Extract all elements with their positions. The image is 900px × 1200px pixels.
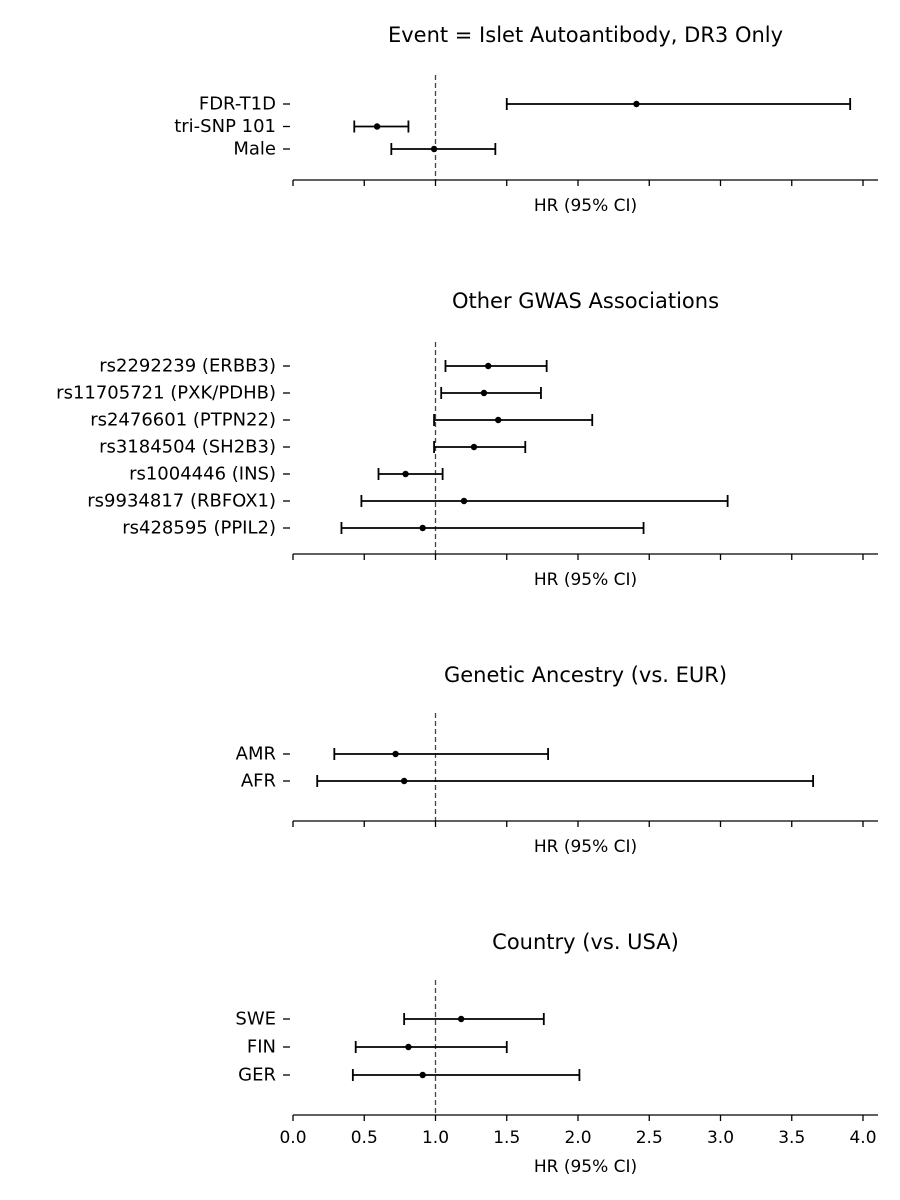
forest-row: rs2476601 (PTPN22) xyxy=(90,410,594,431)
x-tick-label: 4.0 xyxy=(849,1128,876,1148)
forest-row: rs11705721 (PXK/PDHB) xyxy=(56,383,542,404)
hr-point xyxy=(400,777,408,785)
row-label: rs9934817 (RBFOX1) xyxy=(87,491,276,512)
row-label: AFR xyxy=(241,771,276,792)
x-tick-label: 1.5 xyxy=(493,1128,520,1148)
panel-title: Other GWAS Associations xyxy=(452,289,719,313)
panel-title: Genetic Ancestry (vs. EUR) xyxy=(444,663,727,687)
hr-point xyxy=(419,1071,426,1079)
x-tick-label: 1.0 xyxy=(422,1128,449,1148)
forest-panel: Genetic Ancestry (vs. EUR) AMR AFR HR (95% … xyxy=(236,663,878,857)
x-axis-label: HR (95% CI) xyxy=(534,837,637,857)
x-tick-label: 3.0 xyxy=(707,1128,734,1148)
row-label: SWE xyxy=(235,1009,276,1030)
forest-row: tri-SNP 101 xyxy=(174,116,410,137)
hr-point xyxy=(419,524,426,532)
forest-panel: Event = Islet Autoantibody, DR3 Only FDR-… xyxy=(174,23,878,216)
hr-point xyxy=(392,750,399,758)
row-label: tri-SNP 101 xyxy=(174,116,276,137)
row-label: rs428595 (PPIL2) xyxy=(122,518,276,539)
hr-point xyxy=(633,100,640,108)
row-label: Male xyxy=(233,139,276,160)
hr-point xyxy=(485,362,492,370)
forest-row: FDR-T1D xyxy=(199,94,852,115)
row-label: rs2292239 (ERBB3) xyxy=(99,356,276,377)
forest-panel: Other GWAS Associations rs2292239 (ERBB3)… xyxy=(56,289,878,590)
forest-row: rs428595 (PPIL2) xyxy=(122,518,645,539)
hr-point xyxy=(470,443,478,451)
hr-point xyxy=(430,145,438,153)
x-axis-label: HR (95% CI) xyxy=(534,196,637,216)
hr-point xyxy=(405,1043,412,1051)
forest-row: SWE xyxy=(235,1009,545,1030)
forest-row: rs3184504 (SH2B3) xyxy=(99,437,527,458)
hr-point xyxy=(457,1015,465,1023)
x-tick-label: 3.5 xyxy=(778,1128,805,1148)
forest-row: GER xyxy=(238,1065,581,1086)
row-label: rs11705721 (PXK/PDHB) xyxy=(56,383,276,404)
x-tick-label: 0.0 xyxy=(279,1128,306,1148)
forest-panel: Country (vs. USA) SWE FIN GER 0.0 0.5 1.0 1.5 2.… xyxy=(235,930,878,1177)
row-label: rs2476601 (PTPN22) xyxy=(90,410,276,431)
row-label: AMR xyxy=(236,744,276,765)
forest-row: FIN xyxy=(247,1037,508,1058)
hr-point xyxy=(460,497,468,505)
row-label: FDR-T1D xyxy=(199,94,276,115)
x-tick-label: 2.5 xyxy=(636,1128,663,1148)
row-label: rs1004446 (INS) xyxy=(129,464,276,485)
row-label: FIN xyxy=(247,1037,276,1058)
forest-row: AMR xyxy=(236,744,549,765)
x-tick-label: 0.5 xyxy=(351,1128,378,1148)
forest-row: Male xyxy=(233,139,497,160)
forest-row: rs2292239 (ERBB3) xyxy=(99,356,548,377)
x-tick-label: 2.0 xyxy=(564,1128,591,1148)
forest-row: rs9934817 (RBFOX1) xyxy=(87,491,729,512)
forest-row: rs1004446 (INS) xyxy=(129,464,444,485)
hr-point xyxy=(495,416,502,424)
hr-point xyxy=(373,123,381,130)
forest-row: AFR xyxy=(241,771,815,792)
hr-point xyxy=(402,470,409,478)
row-label: rs3184504 (SH2B3) xyxy=(99,437,276,458)
x-axis-label: HR (95% CI) xyxy=(534,1157,637,1177)
panel-title: Event = Islet Autoantibody, DR3 Only xyxy=(388,23,783,47)
x-axis-label: HR (95% CI) xyxy=(534,570,637,590)
row-label: GER xyxy=(238,1065,276,1086)
hr-point xyxy=(480,389,488,397)
panel-title: Country (vs. USA) xyxy=(492,930,679,954)
